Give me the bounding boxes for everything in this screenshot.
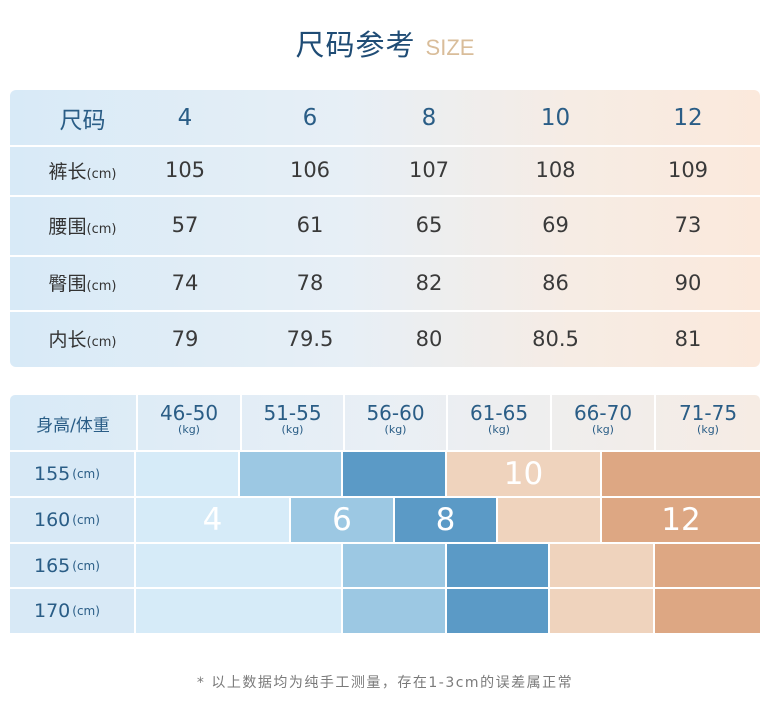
size-10-label: 10 (503, 456, 544, 492)
title-english: SIZE (425, 35, 475, 60)
weight-col-56-60: 56-60 (kg) (343, 395, 446, 450)
height-row-160: 160 (cm) (10, 498, 134, 542)
size-12-block: 12 (602, 498, 760, 542)
size-4-block (136, 544, 343, 587)
cell: 81 (674, 326, 702, 351)
cell: 86 (542, 270, 569, 295)
cell: 73 (674, 213, 702, 237)
divider (10, 587, 760, 589)
weight-col-46-50: 46-50 (kg) (136, 395, 240, 450)
cell: 78 (296, 270, 324, 295)
cell: 80 (415, 326, 443, 351)
measurement-note: * 以上数据均为纯手工测量，存在1-3cm的误差属正常 (196, 675, 574, 691)
corner-label: 身高/体重 (36, 416, 110, 436)
size-4-block (136, 589, 343, 633)
size-row-inseam: 内长(cm) 79 79.5 80 80.5 81 (10, 310, 760, 367)
size-6-block: 6 (291, 498, 395, 542)
cell: 61 (296, 213, 324, 237)
weight-col-71-75: 71-75 (kg) (654, 395, 760, 450)
cell: 105 (164, 158, 206, 182)
height-row-155: 155 (cm) (10, 452, 134, 496)
size-row-waist: 腰围(cm) 57 61 65 69 73 (10, 195, 760, 255)
row-label: 臀围(cm) (48, 273, 117, 295)
size-10-block (498, 498, 602, 542)
cell: 79.5 (286, 326, 334, 351)
cell: 57 (171, 213, 199, 237)
size-4-block (136, 452, 240, 496)
size-6-block (343, 589, 447, 633)
cell: 65 (415, 213, 443, 237)
size-12-block (655, 589, 760, 633)
cell: 74 (171, 270, 199, 295)
divider (10, 450, 760, 452)
size-header-10: 10 (540, 104, 571, 131)
cell: 109 (667, 158, 709, 182)
size-row-pants-length: 裤长(cm) 105 106 107 108 109 (10, 145, 760, 195)
weight-col-51-55: 51-55 (kg) (240, 395, 343, 450)
cell: 79 (171, 326, 199, 351)
size-10-block (550, 544, 655, 587)
size-6-block (240, 452, 343, 496)
cell: 107 (408, 158, 450, 182)
fit-grid: 身高/体重 46-50 (kg) 51-55 (kg) 56-60 (kg) 61-6… (10, 395, 760, 633)
size-8-block (447, 589, 550, 633)
size-8-block: 8 (395, 498, 498, 542)
size-4-label: 4 (202, 502, 223, 538)
size-8-block (447, 544, 550, 587)
size-6-block (343, 544, 447, 587)
row-label: 腰围(cm) (48, 215, 117, 238)
cell: 108 (535, 158, 576, 182)
height-row-165: 165 (cm) (10, 544, 134, 587)
title-chinese: 尺码参考 (295, 28, 416, 62)
size-10-block (550, 589, 655, 633)
fit-grid-header: 身高/体重 46-50 (kg) 51-55 (kg) 56-60 (kg) 61-6… (10, 395, 760, 450)
size-header-8: 8 (421, 104, 437, 131)
size-8-block (343, 452, 447, 496)
size-12-block (655, 544, 760, 587)
row-label: 内长(cm) (48, 329, 117, 351)
size-header-4: 4 (177, 104, 193, 131)
cell: 82 (415, 270, 443, 295)
size-12-block (602, 452, 760, 496)
size-4-block: 4 (136, 498, 291, 542)
size-header-label: 尺码 (59, 107, 106, 134)
cell: 69 (542, 213, 569, 237)
page-title: 尺码参考 SIZE (0, 22, 770, 64)
row-label: 裤长(cm) (48, 160, 117, 183)
weight-col-66-70: 66-70 (kg) (550, 395, 654, 450)
divider (10, 542, 760, 544)
cell: 106 (289, 158, 331, 182)
divider (134, 452, 136, 633)
size-header-6: 6 (302, 104, 318, 131)
height-row-170: 170 (cm) (10, 589, 134, 633)
size-header-12: 12 (673, 104, 703, 131)
size-10-block: 10 (447, 452, 602, 496)
divider (10, 496, 760, 498)
size-6-label: 6 (332, 502, 352, 538)
weight-col-61-65: 61-65 (kg) (446, 395, 550, 450)
size-row-hip: 臀围(cm) 74 78 82 86 90 (10, 255, 760, 310)
size-header-row: 尺码 4 6 8 10 12 (10, 90, 760, 145)
cell: 80.5 (532, 326, 579, 351)
cell: 90 (674, 270, 702, 295)
size-12-label: 12 (661, 502, 701, 538)
size-8-label: 8 (435, 502, 456, 538)
size-table: 尺码 4 6 8 10 12 裤长(cm) 105 106 107 108 10… (10, 90, 760, 367)
